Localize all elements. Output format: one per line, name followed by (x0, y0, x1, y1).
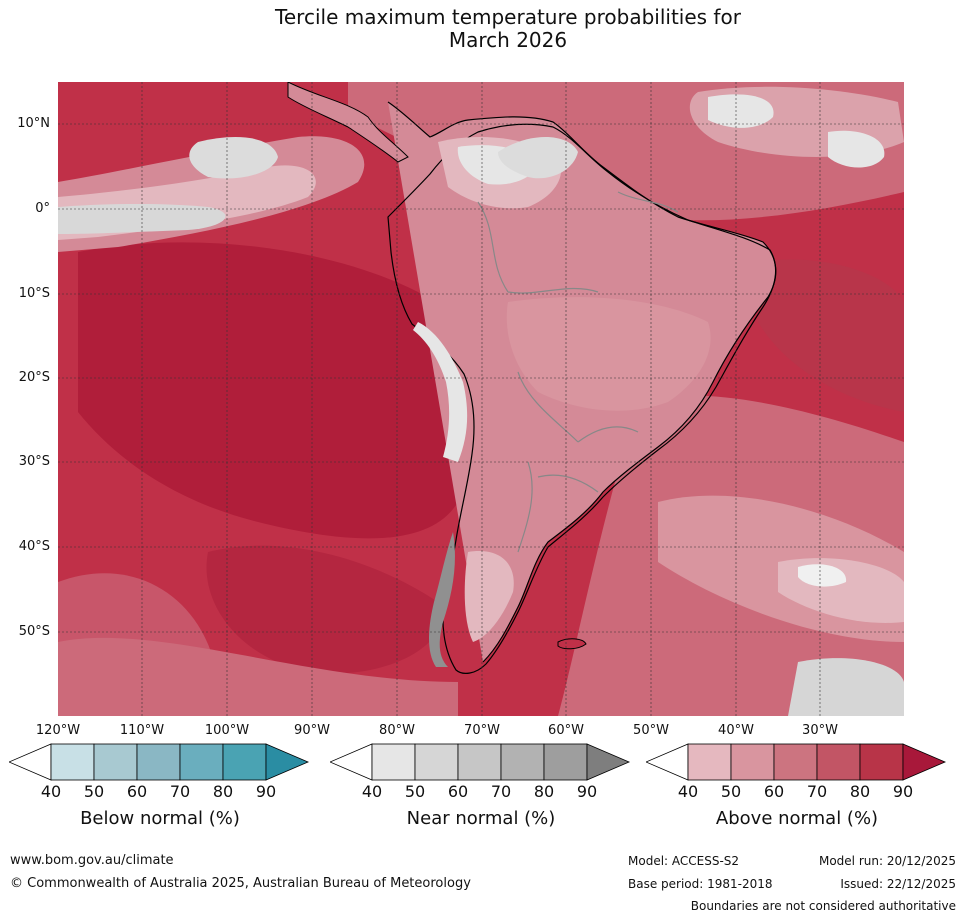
colorbar-max-arrow (586, 743, 631, 781)
colorbar-tick-label: 90 (255, 782, 277, 801)
colorbar-near-title: Near normal (%) (406, 808, 556, 829)
colorbar-segment (457, 743, 502, 781)
lat-label-10n: 10°N (17, 116, 50, 131)
pacific-dark-core (78, 242, 468, 539)
colorbar-segment (773, 743, 818, 781)
lon-label-40w: 40°W (718, 723, 754, 738)
colorbar-segment (730, 743, 775, 781)
colorbar-segment (179, 743, 224, 781)
falkland-islands (557, 638, 587, 650)
colorbar-near-normal (330, 743, 631, 781)
colorbar-segment (414, 743, 459, 781)
colorbar-tick-label: 80 (533, 782, 555, 801)
lon-label-100w: 100°W (204, 723, 250, 738)
south-atlantic-white (798, 564, 847, 587)
colorbar-tick-label: 70 (490, 782, 512, 801)
lat-label-20s: 20°S (18, 370, 50, 385)
lat-label-40s: 40°S (18, 539, 50, 554)
lon-label-90w: 90°W (294, 723, 330, 738)
issued-text: Issued: 22/12/2025 (840, 877, 956, 891)
colorbar-tick-label: 90 (576, 782, 598, 801)
pacific-dark-core-south (206, 545, 442, 674)
colorbar-above-title: Above normal (%) (715, 808, 879, 829)
eq-pacific-grey-patch (189, 137, 278, 179)
colorbar-segment (93, 743, 138, 781)
colorbar-tick-label: 50 (720, 782, 742, 801)
country-borders (477, 191, 679, 553)
colorbar-tick-label: 60 (447, 782, 469, 801)
colorbar-tick-label: 50 (404, 782, 426, 801)
colorbar-tick-label: 50 (83, 782, 105, 801)
colorbar-below-title: Below normal (%) (80, 808, 240, 829)
guianas-grey (498, 137, 578, 179)
probability-map (58, 82, 904, 716)
lat-gridlines (58, 123, 904, 633)
far-south-grey (788, 658, 904, 716)
colorbar-segment (543, 743, 588, 781)
colorbar-min-arrow (646, 743, 689, 781)
colorbar-below-segments (9, 743, 310, 781)
atlantic-grey-patch-2 (828, 130, 885, 168)
south-america-outline (387, 123, 777, 674)
title-line-1: Tercile maximum temperature probabilitie… (275, 5, 741, 29)
base-period-text: Base period: 1981-2018 (628, 877, 773, 891)
colorbar-tick-label: 70 (169, 782, 191, 801)
copyright-text: © Commonwealth of Australia 2025, Austra… (10, 876, 471, 891)
lon-label-60w: 60°W (548, 723, 584, 738)
colorbar-below-normal (9, 743, 310, 781)
lat-label-30s: 30°S (18, 454, 50, 469)
disclaimer-text: Boundaries are not considered authoritat… (690, 899, 956, 913)
colorbar-segment (687, 743, 732, 781)
lon-label-80w: 80°W (379, 723, 415, 738)
colorbar-tick-label: 80 (212, 782, 234, 801)
central-america (287, 82, 409, 163)
patagonia-light (464, 551, 514, 642)
colorbar-above-segments (646, 743, 947, 781)
colorbar-segment (50, 743, 95, 781)
east-atlantic-dark (758, 259, 904, 412)
lon-label-30w: 30°W (802, 723, 838, 738)
colorbar-min-arrow (9, 743, 52, 781)
lat-label-0: 0° (35, 201, 50, 216)
colorbar-tick-label: 90 (892, 782, 914, 801)
lon-label-110w: 110°W (119, 723, 165, 738)
colorbar-tick-label: 80 (849, 782, 871, 801)
colorbar-tick-label: 60 (126, 782, 148, 801)
colorbar-tick-label: 70 (806, 782, 828, 801)
colorbar-max-arrow (265, 743, 310, 781)
lat-label-10s: 10°S (18, 286, 50, 301)
colorbar-near-segments (330, 743, 631, 781)
brazil-interior-light (506, 297, 711, 411)
chile-grey-strip (429, 532, 455, 667)
atlantic-grey-patch (708, 94, 774, 128)
website-link[interactable]: www.bom.gov.au/climate (10, 853, 174, 868)
lat-label-50s: 50°S (18, 624, 50, 639)
lon-label-50w: 50°W (633, 723, 669, 738)
pacific-light-band-2 (58, 637, 458, 716)
andes-light-strip (413, 322, 468, 462)
lon-label-70w: 70°W (464, 723, 500, 738)
colorbar-max-arrow (902, 743, 947, 781)
chart-title: Tercile maximum temperature probabilitie… (0, 6, 965, 52)
colorbar-tick-label: 60 (763, 782, 785, 801)
colorbar-segment (136, 743, 181, 781)
colorbar-segment (371, 743, 416, 781)
colorbar-tick-label: 40 (361, 782, 383, 801)
colorbar-tick-label: 40 (40, 782, 62, 801)
colorbar-segment (859, 743, 904, 781)
model-run-text: Model run: 20/12/2025 (818, 854, 956, 868)
colorbar-above-normal (646, 743, 947, 781)
colorbar-segment (500, 743, 545, 781)
lon-label-120w: 120°W (35, 723, 81, 738)
colorbar-segment (816, 743, 861, 781)
title-line-2: March 2026 (448, 28, 568, 52)
colorbar-segment (222, 743, 267, 781)
colorbar-tick-label: 40 (677, 782, 699, 801)
colorbar-min-arrow (330, 743, 373, 781)
model-text: Model: ACCESS-S2 (628, 854, 740, 868)
lon-gridlines (141, 82, 821, 716)
